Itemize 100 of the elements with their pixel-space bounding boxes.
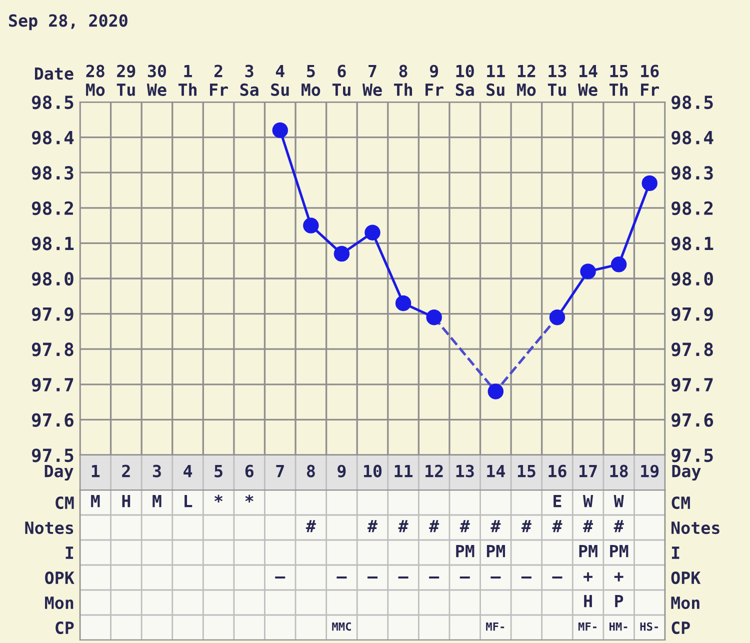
text: –	[490, 576, 501, 578]
text: #	[398, 520, 408, 532]
y2-tick-label: I	[672, 546, 680, 559]
chart-title: Sep 28, 2020	[9, 14, 128, 30]
y2-tick-label: 97.8	[672, 342, 713, 356]
y2-tick-label: 98.5	[672, 95, 713, 110]
text: –	[460, 576, 470, 578]
y-tick-label: 97.6	[32, 413, 74, 427]
x-tick-label: 13	[456, 464, 474, 478]
y2-tick-label: 98.0	[672, 272, 713, 286]
text: H	[584, 594, 592, 608]
y-tick-label: 98.1	[32, 236, 74, 250]
x-tick-label: 8	[306, 464, 315, 478]
y2-tick-label: CM	[672, 496, 690, 510]
point	[364, 224, 380, 240]
x-tick-label: 7 We	[362, 64, 382, 96]
text: P	[615, 594, 624, 608]
text: #	[429, 520, 440, 532]
x-tick-label: 4 Su	[271, 64, 289, 96]
y2-tick-label: CP	[672, 621, 690, 634]
text: –	[429, 576, 440, 578]
y-tick-label: 97.5	[32, 448, 74, 462]
text: M	[91, 494, 100, 508]
y2-tick-label: 97.7	[672, 378, 713, 392]
x-tick-label: 4	[184, 464, 192, 478]
text: *	[245, 494, 254, 502]
text: M	[152, 494, 162, 508]
x-tick-label: 17	[580, 464, 597, 478]
text: –	[367, 576, 378, 578]
text: PM	[456, 544, 474, 558]
y-tick-label: 98.4	[32, 130, 74, 145]
y2-tick-label: Mon	[671, 596, 700, 610]
text: #	[583, 520, 594, 532]
x-tick-label: 16 Fr	[641, 64, 659, 96]
text: +	[584, 572, 592, 582]
text: MMC	[332, 622, 351, 631]
x-tick-label: 5	[214, 464, 222, 478]
point	[549, 309, 566, 326]
y-tick-label: 97.7	[32, 378, 74, 392]
x-tick-label: 6	[245, 464, 254, 478]
text: PM	[579, 544, 598, 558]
x-tick-label: 2	[122, 464, 130, 478]
text: #	[614, 520, 624, 532]
text: W	[614, 494, 624, 508]
text: #	[521, 520, 532, 532]
text: H	[122, 494, 130, 508]
x-tick-label: 28 Mo	[86, 64, 105, 96]
point	[303, 218, 319, 234]
x-tick-label: 9 Fr	[426, 64, 444, 96]
text: –	[398, 576, 408, 578]
x-tick-label: 2 Fr	[210, 64, 228, 96]
point	[580, 264, 596, 280]
x-tick-label: 15	[518, 464, 536, 478]
y2-tick-label: 97.6	[672, 413, 714, 427]
text: +	[614, 572, 624, 582]
y-tick-label: OPK	[45, 571, 74, 584]
x-tick-label: 30 We	[146, 64, 166, 96]
x-axis-title: Date	[34, 67, 74, 80]
x-tick-label: 14	[487, 464, 505, 478]
x-tick-label: 16	[548, 464, 566, 478]
text: MF-	[578, 622, 596, 631]
x-tick-label: 29 Tu	[116, 64, 136, 96]
text: #	[490, 520, 501, 532]
point	[488, 384, 504, 400]
x-tick-label: 6 Tu	[332, 64, 350, 96]
y2-tick-label: 97.5	[672, 448, 713, 462]
x-tick-label: 9	[338, 464, 346, 478]
y-tick-label: 98.5	[32, 95, 74, 110]
y-tick-label: Notes	[25, 522, 74, 534]
x-tick-label: 11	[394, 464, 413, 478]
x-tick-label: 7	[276, 464, 284, 478]
point	[334, 246, 350, 262]
point	[610, 256, 627, 272]
point	[272, 122, 288, 138]
x-tick-label: 14 We	[578, 64, 598, 96]
text: #	[552, 520, 562, 532]
y-tick-label: Mon	[45, 596, 74, 610]
text: L	[184, 494, 192, 508]
text: –	[552, 576, 562, 578]
text: –	[336, 576, 347, 578]
y-tick-label: 97.8	[32, 342, 74, 356]
x-tick-label: 15 Th	[610, 64, 628, 96]
x-tick-label: 11 Su	[486, 64, 505, 96]
x-tick-label: 19	[641, 464, 659, 478]
point	[395, 295, 412, 312]
y2-tick-label: 98.1	[672, 236, 714, 250]
point	[426, 309, 442, 326]
point	[642, 175, 658, 192]
x-tick-label: 5 Mo	[302, 64, 320, 96]
text: *	[214, 494, 223, 502]
y2-tick-label: Notes	[672, 522, 720, 534]
text: –	[521, 576, 532, 578]
text: #	[306, 520, 316, 532]
y2-tick-label: 98.4	[672, 130, 714, 145]
text: #	[460, 520, 470, 532]
x-tick-label: 13 Tu	[548, 64, 566, 96]
text: Day	[672, 464, 701, 481]
text: PM	[610, 544, 628, 558]
x-tick-label: 18	[610, 464, 628, 478]
y-tick-label: 98.3	[32, 166, 74, 180]
